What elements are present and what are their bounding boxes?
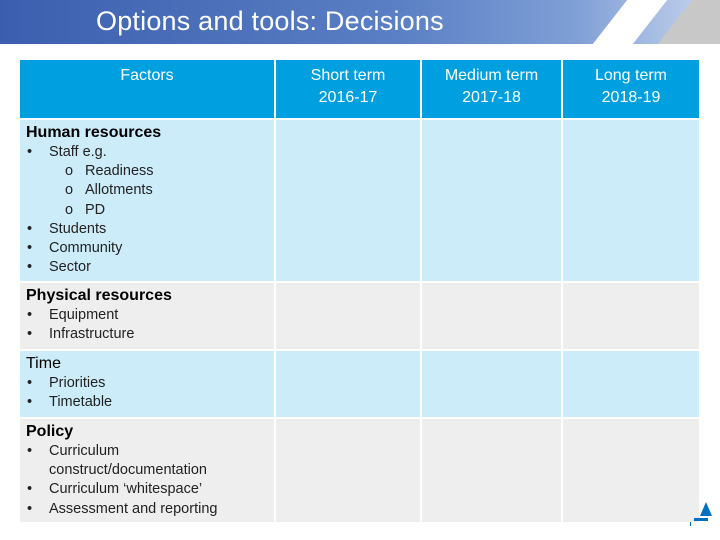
sub-bullet-icon: o: [65, 201, 74, 218]
factor-cell: Policy • Curriculum construct/documentat…: [18, 417, 276, 524]
medium-term-cell: [420, 417, 563, 524]
factor-list: • Staff e.g. o Readiness o Allotments: [26, 143, 274, 277]
table-row-time: Time • Priorities • Timetable: [18, 349, 701, 419]
bullet-icon: •: [27, 259, 33, 276]
bullet-icon: •: [27, 500, 33, 517]
short-term-cell: [274, 281, 422, 351]
bullet-icon: •: [27, 326, 33, 343]
factor-list: • Equipment • Infrastructure: [26, 306, 274, 344]
long-term-cell: [561, 417, 701, 524]
table-row-physical-resources: Physical resources • Equipment • Infrast…: [18, 281, 701, 351]
medium-term-cell: [420, 118, 563, 283]
sub-list-item: o Readiness: [49, 162, 274, 181]
sub-list: o Readiness o Allotments o PD: [49, 162, 274, 220]
factor-cell: Physical resources • Equipment • Infrast…: [18, 281, 276, 351]
medium-term-cell: [420, 349, 563, 419]
sub-list-item: o PD: [49, 201, 274, 220]
table-row-policy: Policy • Curriculum construct/documentat…: [18, 417, 701, 524]
bullet-icon: •: [27, 443, 33, 459]
table-row-human-resources: Human resources • Staff e.g. o Readiness…: [18, 118, 701, 283]
logo-partial-icon: [690, 502, 712, 526]
factor-heading: Policy: [26, 423, 74, 440]
list-item: • Curriculum ‘whitespace’: [26, 480, 274, 499]
sub-list-item: o Allotments: [49, 181, 274, 200]
table-header-row: Factors Short term 2016-17 Medium term 2…: [18, 58, 701, 120]
medium-term-cell: [420, 281, 563, 351]
factor-heading: Physical resources: [26, 287, 172, 304]
bullet-icon: •: [27, 375, 33, 391]
short-term-cell: [274, 118, 422, 283]
factor-cell: Time • Priorities • Timetable: [18, 349, 276, 419]
factor-cell: Human resources • Staff e.g. o Readiness…: [18, 118, 276, 283]
header-medium-term: Medium term 2017-18: [420, 58, 563, 120]
list-item: • Students: [26, 220, 274, 239]
list-item: • Assessment and reporting: [26, 500, 274, 519]
header-long-term: Long term 2018-19: [561, 58, 701, 120]
title-bar: [0, 0, 720, 44]
header-short-term: Short term 2016-17: [274, 58, 422, 120]
short-term-cell: [274, 417, 422, 524]
list-item: • Timetable: [26, 393, 274, 412]
factor-heading: Time: [26, 355, 61, 372]
list-item: • Priorities: [26, 374, 274, 393]
sub-bullet-icon: o: [65, 182, 74, 199]
bullet-icon: •: [27, 394, 33, 411]
list-item: • Infrastructure: [26, 325, 274, 344]
short-term-cell: [274, 349, 422, 419]
factor-heading: Human resources: [26, 124, 162, 141]
sub-bullet-icon: o: [65, 163, 74, 180]
bullet-icon: •: [27, 220, 33, 237]
list-item: • Sector: [26, 258, 274, 277]
factor-list: • Curriculum construct/documentation • C…: [26, 442, 274, 519]
list-item: • Equipment: [26, 306, 274, 325]
decisions-table: Factors Short term 2016-17 Medium term 2…: [18, 58, 701, 524]
title-bar-decoration-grey: [657, 0, 720, 44]
factor-list: • Priorities • Timetable: [26, 374, 274, 412]
bullet-icon: •: [27, 240, 33, 257]
header-factors: Factors: [18, 58, 276, 120]
title-bar-decoration: [592, 0, 668, 44]
bullet-icon: •: [27, 144, 33, 160]
bullet-icon: •: [27, 481, 33, 498]
list-item: • Staff e.g. o Readiness o Allotments: [26, 143, 274, 220]
list-item: • Community: [26, 239, 274, 258]
long-term-cell: [561, 118, 701, 283]
bullet-icon: •: [27, 307, 33, 323]
long-term-cell: [561, 281, 701, 351]
list-item: • Curriculum construct/documentation: [27, 443, 207, 479]
long-term-cell: [561, 349, 701, 419]
slide-title: Options and tools: Decisions: [96, 6, 444, 36]
